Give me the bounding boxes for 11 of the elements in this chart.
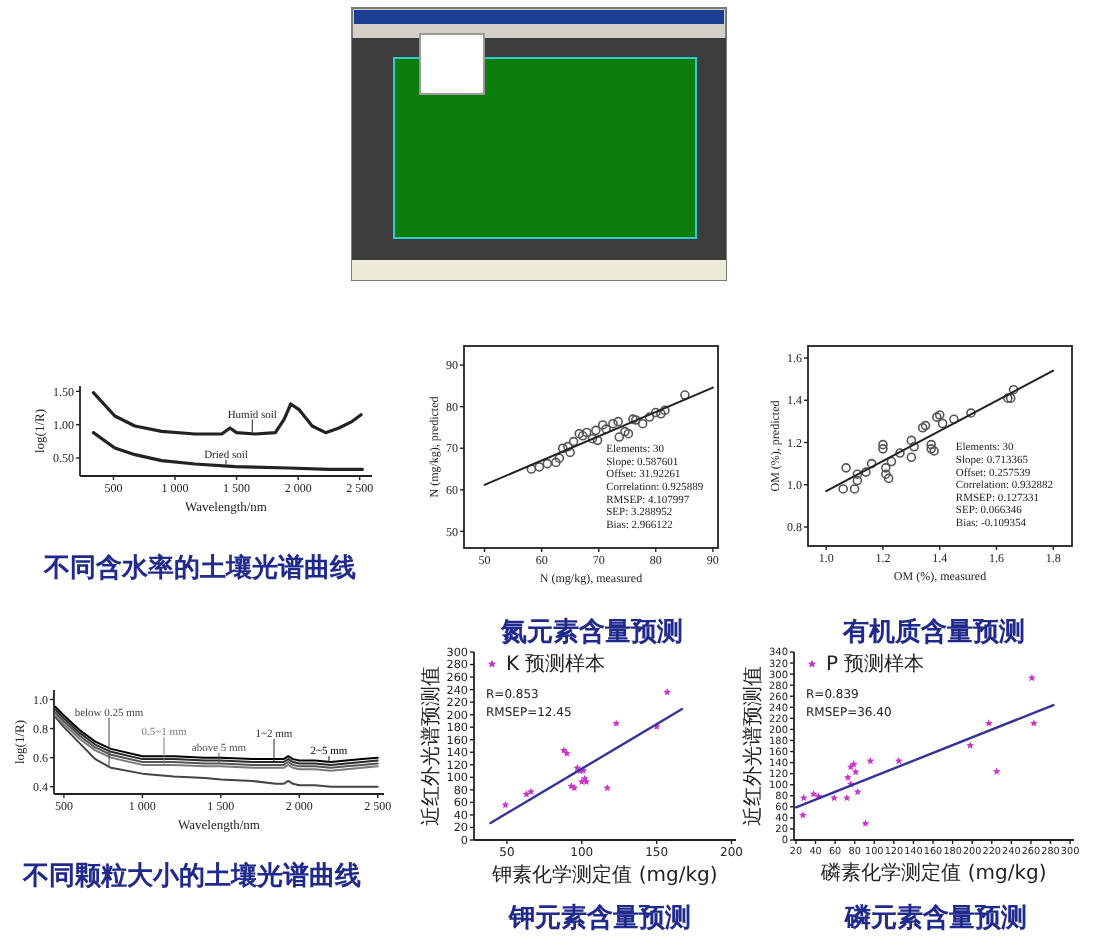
text: 钾元素含量预测 bbox=[507, 902, 691, 934]
y-axis-title: 近红外光谱预测值 bbox=[418, 666, 443, 826]
y-axis-title: 近红外光谱预测值 bbox=[741, 666, 766, 826]
text: 不同颗粒大小的土壤光谱曲线 bbox=[21, 860, 361, 892]
text: 有机质含量预测 bbox=[841, 616, 1025, 648]
legend-label: P 预测样本 bbox=[826, 652, 925, 676]
text: 磷元素含量预测 bbox=[843, 902, 1027, 934]
legend-label: K 预测样本 bbox=[506, 652, 606, 676]
text: 不同含水率的土壤光谱曲线 bbox=[42, 552, 356, 584]
x-axis-title: 磷素化学测定值 (mg/kg) bbox=[819, 860, 1047, 885]
x-axis-title: 钾素化学测定值 (mg/kg) bbox=[490, 863, 718, 887]
